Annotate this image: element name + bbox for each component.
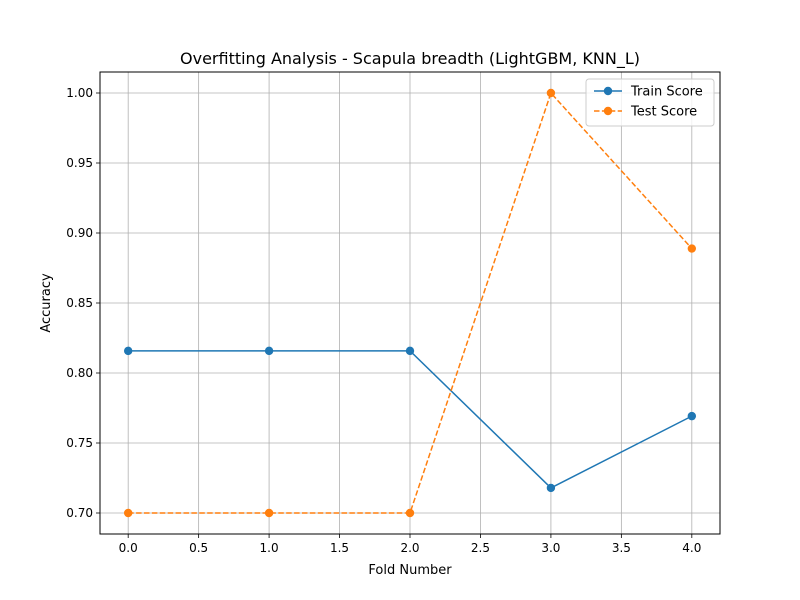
legend-train-score-label: Train Score — [630, 85, 703, 100]
train-score-point — [687, 411, 697, 421]
test-score-point — [405, 508, 415, 518]
train-score-point — [264, 346, 274, 356]
y-axis-ticks: 0.70 0.75 0.80 0.85 0.90 0.95 1.00 — [66, 86, 100, 520]
x-tick-label: 1.5 — [330, 541, 349, 555]
x-tick-label: 0.5 — [189, 541, 208, 555]
test-score-point — [264, 508, 274, 518]
legend-train-score-marker — [603, 86, 613, 96]
x-tick-label: 3.0 — [541, 541, 560, 555]
train-score-point — [546, 483, 556, 493]
test-score-series — [123, 88, 697, 518]
test-score-point — [123, 508, 133, 518]
y-axis-label: Accuracy — [39, 273, 54, 333]
legend: Train Score Test Score — [585, 78, 715, 127]
y-tick-label: 0.90 — [66, 226, 93, 240]
x-axis-label: Fold Number — [368, 563, 452, 578]
train-score-point — [123, 346, 133, 356]
chart-title: Overfitting Analysis - Scapula breadth (… — [180, 49, 640, 69]
test-score-point — [546, 88, 556, 98]
legend-test-score-marker — [603, 106, 613, 116]
y-tick-label: 0.95 — [66, 156, 93, 170]
train-score-point — [405, 346, 415, 356]
x-tick-label: 4.0 — [682, 541, 701, 555]
train-score-series — [123, 346, 697, 493]
x-tick-label: 2.5 — [471, 541, 490, 555]
y-tick-label: 0.75 — [66, 436, 93, 450]
test-score-point — [687, 244, 697, 253]
x-tick-label: 3.5 — [612, 541, 631, 555]
y-tick-label: 0.80 — [66, 366, 93, 380]
series-layer — [123, 88, 697, 518]
x-tick-label: 1.0 — [260, 541, 279, 555]
x-axis-ticks: 0.0 0.5 1.0 1.5 2.0 2.5 3.0 3.5 4.0 — [119, 534, 701, 555]
x-tick-label: 0.0 — [119, 541, 138, 555]
x-tick-label: 2.0 — [400, 541, 419, 555]
y-tick-label: 0.70 — [66, 506, 93, 520]
y-tick-label: 0.85 — [66, 296, 93, 310]
legend-test-score-label: Test Score — [630, 105, 697, 120]
y-tick-label: 1.00 — [66, 86, 93, 100]
